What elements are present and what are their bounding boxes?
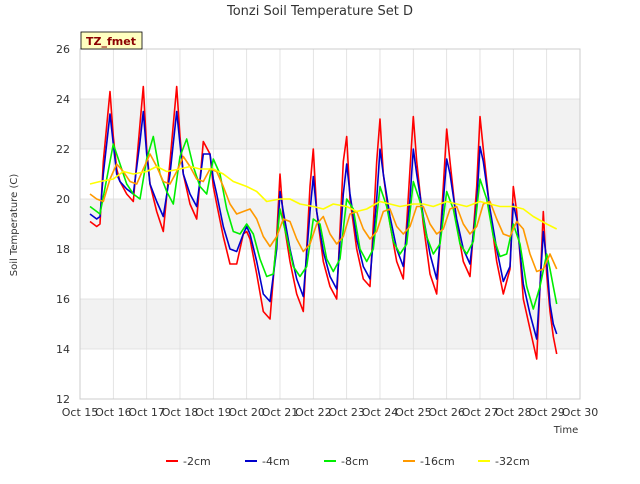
chart-title: Tonzi Soil Temperature Set D	[226, 4, 413, 19]
series-line-4cmcm	[89, 110, 558, 340]
x-tick-label: Oct 21	[262, 406, 299, 419]
legend-label: -32cm	[495, 455, 530, 468]
x-tick-label: Oct 17	[128, 406, 165, 419]
series-line-8cmcm	[89, 135, 558, 310]
y-tick-label: 18	[56, 243, 70, 256]
site-tag-box	[80, 31, 143, 50]
plot-frame	[79, 48, 581, 400]
x-tick-label: Oct 26	[428, 406, 465, 419]
y-tick-label: 22	[56, 143, 70, 156]
x-tick-label: Oct 30	[562, 406, 599, 419]
site-tag-label: TZ_fmet	[86, 35, 136, 48]
y-tick-label: 12	[56, 393, 70, 406]
x-tick-label: Oct 25	[395, 406, 432, 419]
x-tick-label: Oct 28	[495, 406, 532, 419]
y-tick-label: 14	[56, 343, 70, 356]
series-line-32cmcm	[89, 165, 558, 230]
x-tick-label: Oct 27	[462, 406, 499, 419]
background-band	[80, 299, 580, 349]
legend-label: -4cm	[262, 455, 290, 468]
x-tick-label: Oct 23	[328, 406, 365, 419]
y-tick-label: 16	[56, 293, 70, 306]
x-axis-label: Time	[553, 425, 578, 436]
x-tick-label: Oct 18	[162, 406, 199, 419]
x-tick-label: Oct 19	[195, 406, 232, 419]
series-line-2cmcm	[89, 85, 558, 360]
x-tick-label: Oct 16	[95, 406, 132, 419]
site-tag: TZ_fmet	[80, 31, 143, 50]
legend: -2cm -4cm -8cm -16cm -32cm	[166, 455, 530, 468]
x-tick-label: Oct 24	[362, 406, 399, 419]
y-axis-label: Soil Temperature (C)	[9, 174, 20, 277]
x-tick-label: Oct 29	[528, 406, 565, 419]
legend-label: -16cm	[420, 455, 455, 468]
y-tick-label: 26	[56, 43, 70, 56]
y-tick-label: 20	[56, 193, 70, 206]
legend-label: -2cm	[183, 455, 211, 468]
legend-label: -8cm	[341, 455, 369, 468]
y-tick-label: 24	[56, 93, 70, 106]
plot-background-bands	[80, 49, 580, 399]
y-axis-tick-labels: 12 14 16 18 20 22 24 26	[56, 43, 70, 406]
background-band	[80, 99, 580, 149]
x-tick-label: Oct 22	[295, 406, 332, 419]
x-tick-label: Oct 20	[228, 406, 265, 419]
series-line-16cmcm	[89, 153, 558, 273]
x-tick-label: Oct 15	[62, 406, 99, 419]
series-lines	[89, 85, 558, 360]
